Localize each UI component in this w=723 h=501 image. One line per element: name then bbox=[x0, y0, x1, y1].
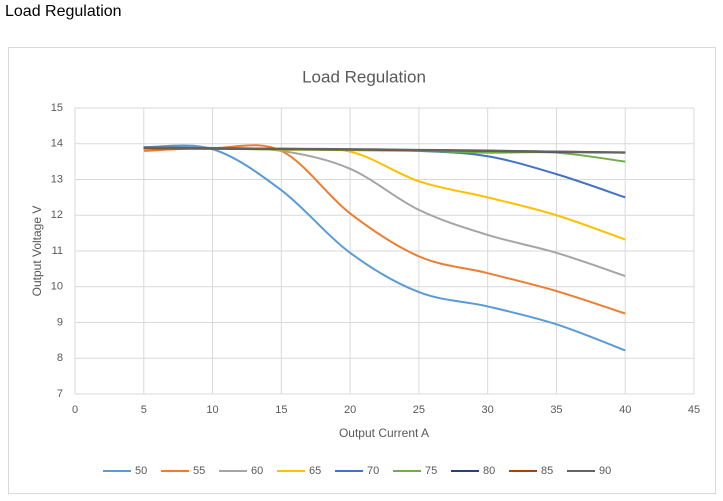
chart-frame bbox=[8, 47, 716, 494]
legend-label: 70 bbox=[367, 465, 379, 477]
y-tick-label: 13 bbox=[51, 173, 63, 185]
chart-title: Load Regulation bbox=[302, 67, 426, 86]
x-tick-label: 20 bbox=[344, 404, 356, 416]
y-tick-label: 9 bbox=[57, 316, 63, 328]
y-tick-label: 8 bbox=[57, 352, 63, 364]
legend-label: 90 bbox=[599, 465, 611, 477]
legend-label: 80 bbox=[483, 465, 495, 477]
y-tick-label: 15 bbox=[51, 102, 63, 114]
series-line bbox=[143, 144, 626, 352]
x-tick-label: 5 bbox=[141, 404, 147, 416]
y-tick-label: 14 bbox=[51, 138, 63, 150]
legend-label: 65 bbox=[309, 465, 321, 477]
x-tick-label: 15 bbox=[275, 404, 287, 416]
y-tick-label: 10 bbox=[51, 281, 63, 293]
legend-label: 55 bbox=[193, 465, 205, 477]
x-tick-label: 25 bbox=[413, 404, 425, 416]
x-tick-label: 35 bbox=[550, 404, 562, 416]
series-line bbox=[143, 146, 626, 154]
x-axis-label: Output Current A bbox=[339, 426, 429, 440]
x-tick-label: 0 bbox=[72, 404, 78, 416]
x-tick-label: 45 bbox=[688, 404, 700, 416]
legend-label: 75 bbox=[425, 465, 437, 477]
y-tick-label: 12 bbox=[51, 209, 63, 221]
y-tick-label: 11 bbox=[52, 245, 63, 257]
x-tick-label: 40 bbox=[619, 404, 631, 416]
legend-label: 85 bbox=[541, 465, 553, 477]
page-title: Load Regulation bbox=[5, 3, 122, 20]
legend-label: 50 bbox=[135, 465, 147, 477]
y-tick-label: 7 bbox=[57, 388, 63, 400]
y-axis-label: Output Voltage V bbox=[30, 206, 44, 297]
x-tick-label: 10 bbox=[206, 404, 218, 416]
x-tick-label: 30 bbox=[482, 404, 494, 416]
legend-label: 60 bbox=[251, 465, 263, 477]
